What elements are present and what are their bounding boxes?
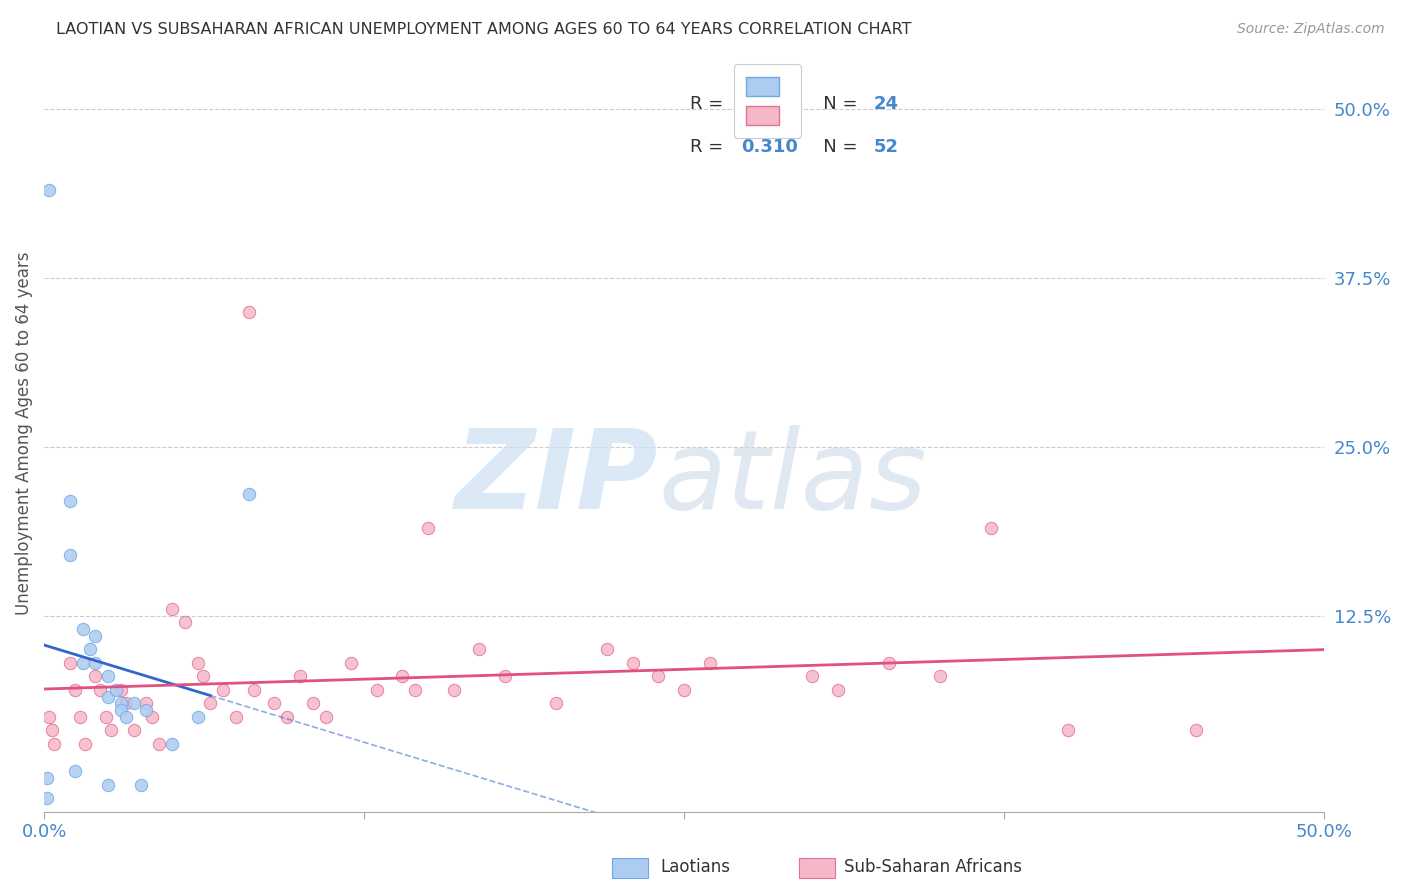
Point <box>110 703 132 717</box>
Point <box>366 682 388 697</box>
Point <box>187 710 209 724</box>
Point <box>122 697 145 711</box>
Point <box>544 697 567 711</box>
Point <box>672 682 695 697</box>
Text: 24: 24 <box>873 95 898 113</box>
Point <box>288 669 311 683</box>
Point <box>1185 723 1208 738</box>
Text: ZIP: ZIP <box>456 425 658 533</box>
Point <box>100 723 122 738</box>
Point <box>340 656 363 670</box>
Text: atlas: atlas <box>658 425 927 533</box>
Point <box>131 777 153 791</box>
Point <box>416 521 439 535</box>
Text: N =: N = <box>806 138 863 156</box>
Point <box>110 697 132 711</box>
Point <box>97 690 120 704</box>
Point <box>148 737 170 751</box>
Point <box>35 791 58 805</box>
Text: Source: ZipAtlas.com: Source: ZipAtlas.com <box>1237 22 1385 37</box>
Point <box>141 710 163 724</box>
Text: R =: R = <box>690 138 730 156</box>
Point <box>263 697 285 711</box>
Point <box>443 682 465 697</box>
Point <box>115 697 138 711</box>
Point <box>238 305 260 319</box>
Point <box>84 669 107 683</box>
Point <box>84 656 107 670</box>
Point <box>35 771 58 785</box>
Point <box>238 487 260 501</box>
Point <box>79 642 101 657</box>
Point <box>200 697 222 711</box>
Point <box>160 737 183 751</box>
Point <box>38 710 60 724</box>
Point <box>877 656 900 670</box>
Point <box>468 642 491 657</box>
Point <box>929 669 952 683</box>
Text: Sub-Saharan Africans: Sub-Saharan Africans <box>844 858 1022 876</box>
Text: N =: N = <box>806 95 863 113</box>
Y-axis label: Unemployment Among Ages 60 to 64 years: Unemployment Among Ages 60 to 64 years <box>15 252 32 615</box>
Point <box>596 642 619 657</box>
Point <box>38 183 60 197</box>
Point <box>104 682 127 697</box>
Point <box>94 710 117 724</box>
Point <box>122 723 145 738</box>
Point <box>173 615 195 630</box>
Text: 52: 52 <box>873 138 898 156</box>
Point <box>110 682 132 697</box>
Point <box>97 669 120 683</box>
Point <box>41 723 63 738</box>
Point <box>225 710 247 724</box>
Point <box>404 682 426 697</box>
Point <box>72 656 94 670</box>
Text: 0.310: 0.310 <box>741 138 799 156</box>
Point <box>59 656 82 670</box>
Point <box>115 710 138 724</box>
Point <box>135 703 157 717</box>
Point <box>621 656 644 670</box>
Point <box>59 494 82 508</box>
Point <box>63 682 86 697</box>
Point <box>827 682 849 697</box>
Point <box>315 710 337 724</box>
Point <box>302 697 325 711</box>
Legend: , : , <box>734 64 800 138</box>
Text: LAOTIAN VS SUBSAHARAN AFRICAN UNEMPLOYMENT AMONG AGES 60 TO 64 YEARS CORRELATION: LAOTIAN VS SUBSAHARAN AFRICAN UNEMPLOYME… <box>56 22 911 37</box>
Point <box>243 682 266 697</box>
Point <box>1057 723 1080 738</box>
Point <box>191 669 214 683</box>
Point <box>494 669 516 683</box>
Point <box>187 656 209 670</box>
Point <box>980 521 1002 535</box>
Point <box>135 697 157 711</box>
Point <box>699 656 721 670</box>
Point <box>72 622 94 636</box>
Point <box>75 737 97 751</box>
Text: R =: R = <box>690 95 730 113</box>
Point <box>801 669 824 683</box>
Text: Laotians: Laotians <box>661 858 731 876</box>
Point <box>97 777 120 791</box>
Point <box>44 737 66 751</box>
Point <box>647 669 669 683</box>
Point <box>84 629 107 643</box>
Point <box>212 682 235 697</box>
Point <box>276 710 298 724</box>
Point <box>59 548 82 562</box>
Point <box>69 710 91 724</box>
Text: 0.393: 0.393 <box>741 95 799 113</box>
Point <box>160 602 183 616</box>
Point <box>391 669 413 683</box>
Point <box>89 682 111 697</box>
Point <box>63 764 86 778</box>
